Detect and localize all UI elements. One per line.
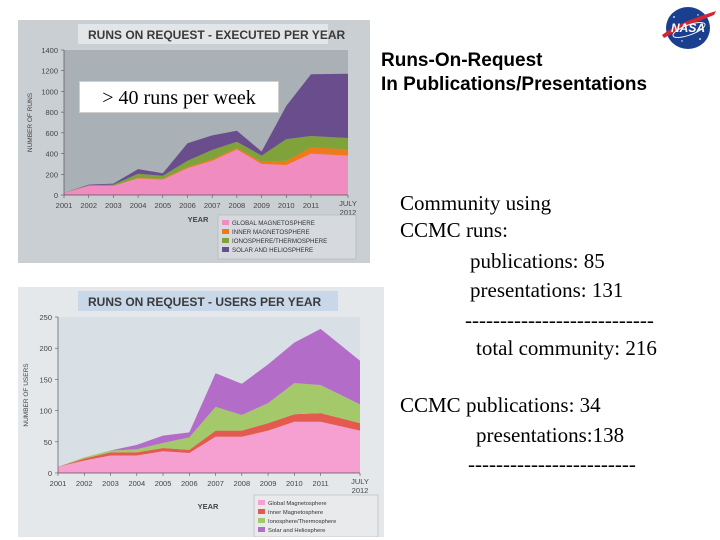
x-tick-label: 2011 xyxy=(303,201,319,210)
legend-swatch xyxy=(258,518,265,523)
slide-title: Runs-On-Request In Publications/Presenta… xyxy=(381,49,716,97)
x-tick-label: 2004 xyxy=(128,479,145,488)
legend-swatch xyxy=(258,527,265,532)
x-tick-label: 2007 xyxy=(207,479,224,488)
area-ionosphere-thermosphere xyxy=(58,383,360,467)
legend-entry: Solar and Heliosphere xyxy=(268,528,325,534)
x-axis-label: YEAR xyxy=(188,215,209,224)
legend-swatch xyxy=(222,247,229,252)
x-axis-label: YEAR xyxy=(198,502,219,511)
chart-title: RUNS ON REQUEST - USERS PER YEAR xyxy=(88,295,321,309)
x-tick-label: 2003 xyxy=(105,201,122,210)
runs-per-year-plot: RUNS ON REQUEST - EXECUTED PER YEAR02004… xyxy=(27,24,357,260)
x-tick-label: 2004 xyxy=(130,201,147,210)
legend-entry: SOLAR AND HELIOSPHERE xyxy=(232,247,313,254)
legend-swatch xyxy=(222,220,229,225)
legend-swatch xyxy=(222,229,229,234)
y-axis-label: NUMBER OF RUNS xyxy=(27,92,34,152)
x-tick-label: 2009 xyxy=(260,479,277,488)
x-tick-label: 2008 xyxy=(233,479,250,488)
y-tick-label: 50 xyxy=(44,438,52,447)
legend: Global Magnetosphere Inner Magnetosphere I… xyxy=(253,494,379,537)
runs-callout: > 40 runs per week xyxy=(79,81,279,113)
y-tick-label: 200 xyxy=(45,170,58,179)
legend-swatch xyxy=(258,500,265,505)
y-tick-label: 600 xyxy=(45,129,58,138)
y-tick-label: 1200 xyxy=(41,67,58,76)
area-global-magnetosphere xyxy=(64,149,348,195)
runs-per-year-chart: RUNS ON REQUEST - EXECUTED PER YEAR 0 200 4… xyxy=(18,20,370,263)
y-axis-label: NUMBER OF USERS xyxy=(23,363,30,427)
chart-title-banner xyxy=(78,24,328,44)
text-community-using: Community using xyxy=(400,191,552,215)
legend-swatch xyxy=(258,509,265,514)
nasa-logo-text: NASA xyxy=(671,21,705,35)
y-tick-label: 1400 xyxy=(41,46,58,55)
nasa-logo-icon: NASA xyxy=(662,7,716,49)
legend-entry: INNER MAGNETOSPHERE xyxy=(232,229,310,236)
area-inner-magnetosphere xyxy=(64,147,348,193)
area-solar-and-heliosphere xyxy=(58,328,360,467)
slide-title-line-1: Runs-On-Request xyxy=(381,50,543,71)
y-tick-label: 400 xyxy=(45,150,58,159)
legend-entry: GLOBAL MAGNETOSPHERE xyxy=(232,220,315,227)
text-ccmc-publications: CCMC publications: 34 xyxy=(400,393,601,417)
x-tick-label: 2007 xyxy=(204,201,221,210)
users-per-year-chart: RUNS ON REQUEST - USERS PER YEAR 0 50 100 15… xyxy=(18,287,384,537)
legend-entry: Global Magnetosphere xyxy=(268,501,327,507)
legend: GLOBAL MAGNETOSPHERE INNER MAGNETOSPHERE I… xyxy=(217,214,357,260)
area-global-magnetosphere xyxy=(58,421,360,473)
text-divider-1: --------------------------- xyxy=(465,308,654,332)
area-inner-magnetosphere xyxy=(58,413,360,467)
x-tick-label: 2011 xyxy=(313,479,329,488)
legend-box xyxy=(217,214,357,260)
chart-title: RUNS ON REQUEST - EXECUTED PER YEAR xyxy=(88,28,345,42)
users-per-year-plot: RUNS ON REQUEST - USERS PER YEAR 0 50 100 15… xyxy=(23,291,379,537)
legend-entry: Inner Magnetosphere xyxy=(268,510,323,516)
legend-entry: IONOSPHERE/THERMOSPHERE xyxy=(232,238,327,245)
x-tick-label: 2005 xyxy=(154,201,171,210)
x-tick-label: 2002 xyxy=(80,201,97,210)
slide-title-line-2: In Publications/Presentations xyxy=(381,74,648,95)
text-divider-2: ------------------------ xyxy=(468,452,636,476)
x-tick-label: JULY 2012 xyxy=(339,199,357,217)
x-tick-label: 2001 xyxy=(50,479,67,488)
text-presentations: presentations: 131 xyxy=(470,278,624,302)
y-tick-label: 200 xyxy=(39,344,52,353)
y-tick-label: 100 xyxy=(39,407,52,416)
y-tick-label: 150 xyxy=(39,375,52,384)
x-tick-label: 2005 xyxy=(155,479,172,488)
text-total-community: total community: 216 xyxy=(476,336,657,360)
x-tick-label: 2001 xyxy=(56,201,73,210)
y-tick-label: 800 xyxy=(45,108,58,117)
x-tick-label: 2010 xyxy=(286,479,303,488)
x-tick-label: 2003 xyxy=(102,479,119,488)
area-ionosphere-thermosphere xyxy=(64,136,348,193)
y-tick-label: 250 xyxy=(39,313,52,322)
x-tick-label: 2010 xyxy=(278,201,295,210)
x-tick-label: 2002 xyxy=(76,479,93,488)
y-tick-label: 0 xyxy=(54,191,58,200)
x-tick-label: JULY 2012 xyxy=(351,477,369,495)
text-ccmc-presentations: presentations:138 xyxy=(476,423,625,447)
y-tick-label: 0 xyxy=(48,469,52,478)
chart-title-banner xyxy=(78,291,338,311)
x-tick-label: 2006 xyxy=(179,201,196,210)
legend-box xyxy=(253,494,379,537)
legend-swatch xyxy=(222,238,229,243)
area-solar-and-heliosphere xyxy=(64,73,348,193)
text-publications: publications: 85 xyxy=(470,249,605,273)
y-tick-label: 1000 xyxy=(41,87,58,96)
x-tick-label: 2006 xyxy=(181,479,198,488)
x-tick-label: 2009 xyxy=(253,201,270,210)
x-tick-label: 2008 xyxy=(229,201,246,210)
text-ccmc-runs: CCMC runs: xyxy=(400,218,508,242)
legend-entry: Ionosphere/Thermosphere xyxy=(268,519,336,525)
